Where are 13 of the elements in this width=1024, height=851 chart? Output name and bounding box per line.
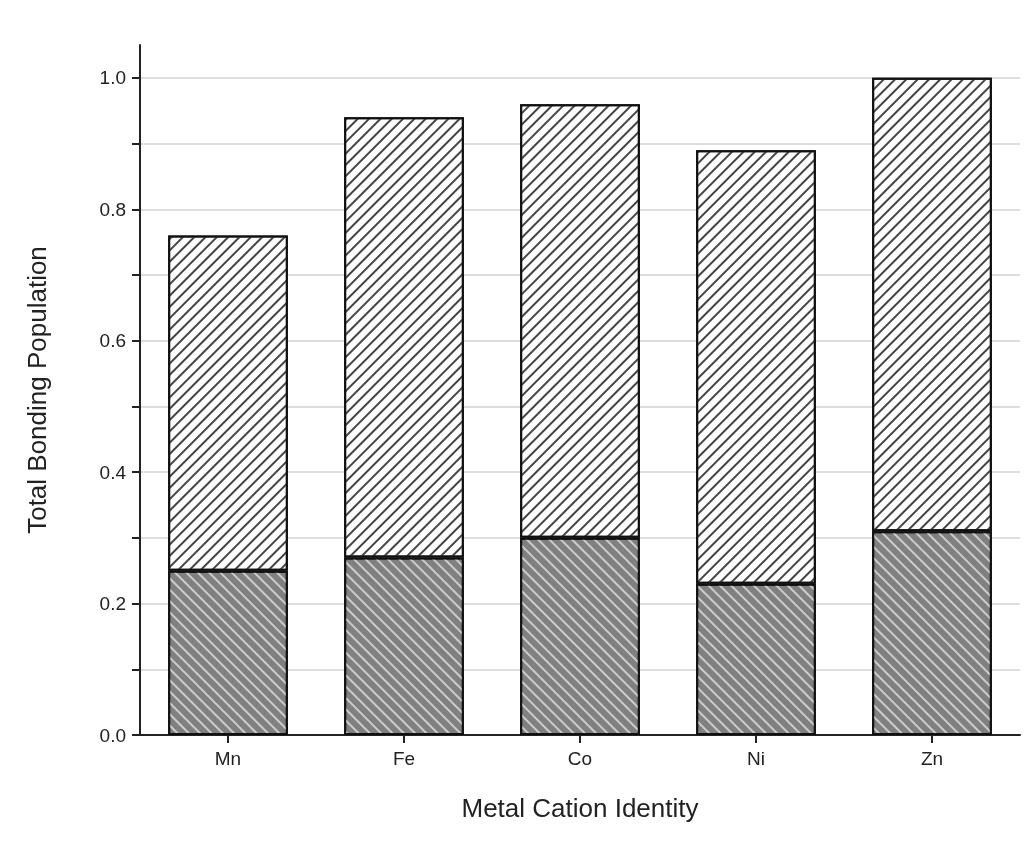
x-tick-label: Zn xyxy=(920,748,944,769)
x-tick-label: Fe xyxy=(392,748,416,769)
y-axis-title: Total Bonding Population xyxy=(22,246,52,534)
y-tick-label: 0.4 xyxy=(99,461,127,483)
y-tick-label: 0.6 xyxy=(99,330,126,352)
x-tick-label: Mn xyxy=(214,748,242,769)
y-tick-label: 0.2 xyxy=(99,593,126,615)
x-tick-label: Ni xyxy=(747,748,765,769)
y-tick-label: 1.0 xyxy=(99,67,126,89)
y-tick-label: 0.8 xyxy=(99,198,126,220)
x-tick-label: Co xyxy=(567,748,593,769)
y-tick-label: 0.0 xyxy=(99,724,126,746)
x-axis-title: Metal Cation Identity xyxy=(461,793,699,823)
